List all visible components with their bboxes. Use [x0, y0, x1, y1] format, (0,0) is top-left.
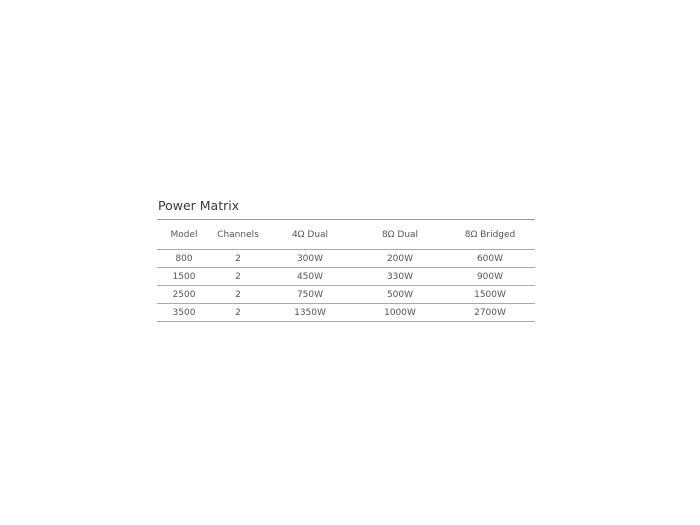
- table-cell: 1500: [157, 267, 211, 286]
- table-cell: 2700W: [445, 303, 535, 322]
- table-cell: 600W: [445, 249, 535, 268]
- table-cell: 300W: [265, 249, 355, 268]
- table-row: 800 2 300W 200W 600W: [157, 249, 535, 268]
- section-title: Power Matrix: [158, 198, 240, 213]
- table-cell: 2: [211, 249, 265, 268]
- column-header: 8Ω Dual: [355, 219, 445, 250]
- table-cell: 2: [211, 267, 265, 286]
- table-cell: 2500: [157, 285, 211, 304]
- column-header: 8Ω Bridged: [445, 219, 535, 250]
- table-cell: 200W: [355, 249, 445, 268]
- table-row: 1500 2 450W 330W 900W: [157, 267, 535, 286]
- table-cell: 500W: [355, 285, 445, 304]
- table-header-row: Model Channels 4Ω Dual 8Ω Dual 8Ω Bridge…: [157, 219, 535, 250]
- table-cell: 800: [157, 249, 211, 268]
- table-cell: 450W: [265, 267, 355, 286]
- table-cell: 3500: [157, 303, 211, 322]
- table-cell: 1000W: [355, 303, 445, 322]
- table-cell: 330W: [355, 267, 445, 286]
- column-header: Channels: [211, 219, 265, 250]
- table-row: 3500 2 1350W 1000W 2700W: [157, 303, 535, 322]
- table-row: 2500 2 750W 500W 1500W: [157, 285, 535, 304]
- table-cell: 2: [211, 285, 265, 304]
- table-cell: 1350W: [265, 303, 355, 322]
- column-header: 4Ω Dual: [265, 219, 355, 250]
- table-cell: 1500W: [445, 285, 535, 304]
- table-cell: 750W: [265, 285, 355, 304]
- table-cell: 900W: [445, 267, 535, 286]
- table-cell: 2: [211, 303, 265, 322]
- power-matrix-table: Model Channels 4Ω Dual 8Ω Dual 8Ω Bridge…: [157, 219, 535, 322]
- column-header: Model: [157, 219, 211, 250]
